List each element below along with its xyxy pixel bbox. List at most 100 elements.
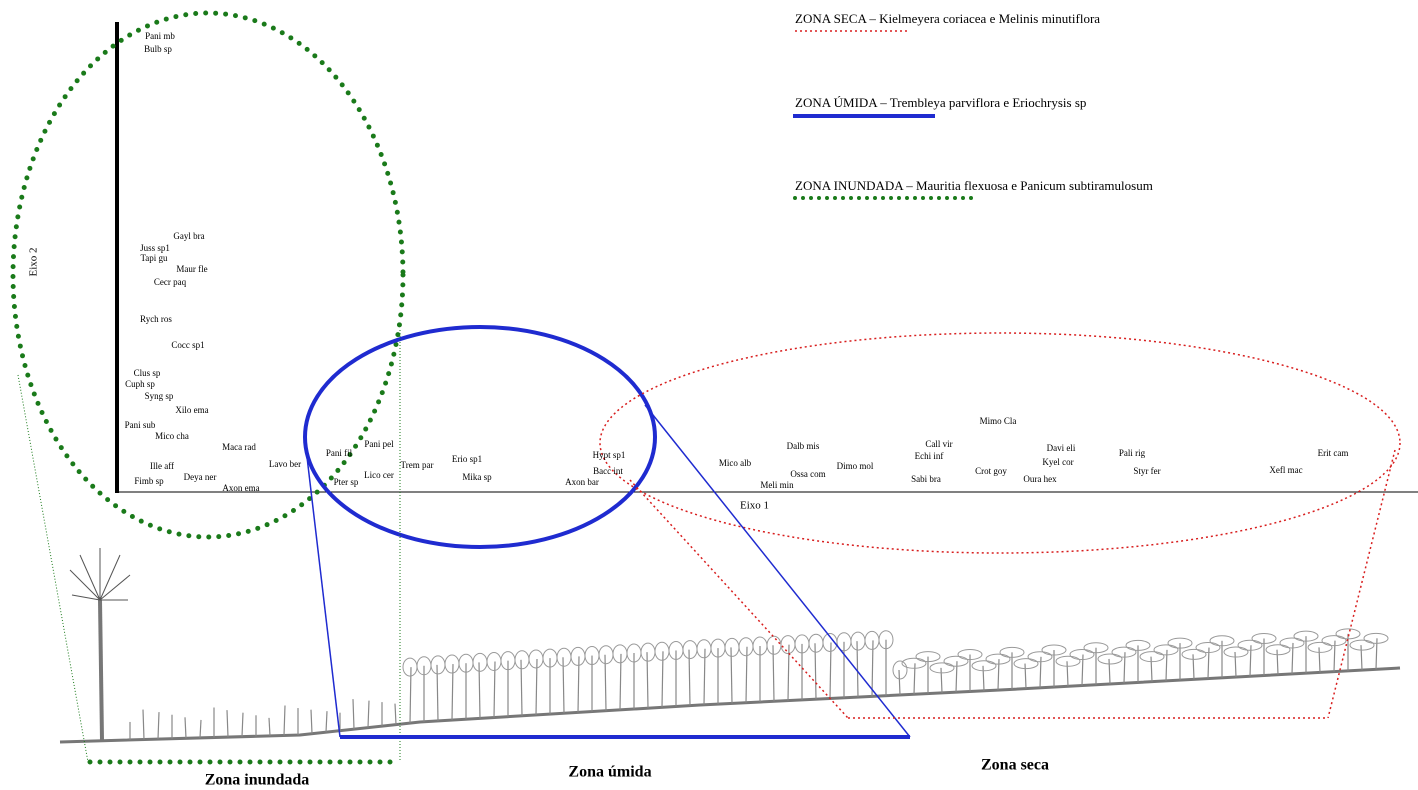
tree-crown: [1055, 655, 1081, 667]
tree-trunk: [142, 709, 145, 740]
species-label: Syng sp: [145, 391, 174, 401]
species-label: Bacc int: [593, 466, 623, 476]
legend-entry: ZONA ÚMIDA – Trembleya parviflora e Erio…: [795, 95, 1086, 110]
species-label: Hypt sp1: [593, 450, 626, 460]
tree-crown: [612, 644, 628, 664]
tree-trunk: [604, 654, 607, 711]
species-label: Oura hex: [1023, 474, 1057, 484]
tree-crown: [985, 653, 1011, 665]
species-label: Pali rig: [1119, 448, 1146, 458]
tree-crown: [1027, 651, 1053, 663]
palm-trunk: [98, 599, 104, 741]
tree-trunk: [409, 667, 412, 724]
species-label: Meli min: [760, 480, 794, 490]
species-label: Sabi bra: [911, 474, 941, 484]
species-label: Styr fer: [1133, 466, 1160, 476]
tree-crown: [640, 642, 656, 662]
tree-trunk: [283, 705, 286, 736]
tree-trunk: [535, 658, 538, 715]
tree-trunk: [268, 717, 271, 736]
tree-crown: [766, 635, 782, 655]
species-label: Trem par: [401, 460, 434, 470]
tree-trunk: [520, 659, 523, 716]
tree-crown: [444, 654, 460, 674]
tree-crown: [724, 637, 740, 657]
tree-crown: [1083, 642, 1109, 654]
species-label: Axon bar: [565, 477, 599, 487]
species-label: Cuph sp: [125, 379, 155, 389]
legend-text: – Mauritia flexuosa e Panicum subtiramul…: [903, 178, 1153, 193]
tree-trunk: [1234, 651, 1237, 678]
tree-crown: [598, 645, 614, 665]
legend-text: – Trembleya parviflora e Eriochrysis sp: [877, 95, 1086, 110]
tree-crown: [682, 640, 698, 660]
tree-crown: [1237, 639, 1263, 651]
tree-trunk: [352, 699, 355, 730]
tree-crown: [1209, 635, 1235, 647]
tree-trunk: [310, 709, 313, 734]
tree-crown: [1097, 653, 1123, 665]
tree-trunk: [619, 653, 622, 710]
tree-trunk: [940, 667, 943, 693]
tree-crown: [654, 641, 670, 661]
tree-crown: [1195, 642, 1221, 654]
tree-trunk: [1192, 654, 1195, 680]
tree-crown: [957, 649, 983, 660]
tree-trunk: [982, 665, 985, 691]
tree-trunk: [199, 719, 202, 738]
species-label: Pani mb: [145, 31, 175, 41]
zone-umida-projection: [304, 404, 911, 739]
tree-crown: [514, 650, 530, 670]
tree-crown: [892, 660, 908, 680]
tree-crown: [1013, 658, 1039, 670]
species-label: Erit cam: [1318, 448, 1349, 458]
species-label: Mika sp: [462, 472, 492, 482]
tree-trunk: [367, 700, 370, 728]
tree-trunk: [157, 712, 160, 740]
species-label: Cecr paq: [154, 277, 187, 287]
species-label: Mico alb: [719, 458, 752, 468]
species-label: Tapi gu: [140, 253, 168, 263]
legend-zone: ZONA ÚMIDA: [795, 95, 878, 110]
tree-crown: [1167, 637, 1193, 649]
tree-crown: [929, 662, 955, 674]
tree-trunk: [772, 645, 775, 702]
species-label: Pani fil: [326, 448, 353, 458]
tree-crown: [1069, 648, 1095, 660]
tree-crown: [1321, 635, 1347, 647]
species-label: Dalb mis: [787, 441, 820, 451]
tree-crown: [1335, 628, 1361, 640]
tree-crown: [1307, 641, 1333, 653]
legend-entry: ZONA INUNDADA – Mauritia flexuosa e Pani…: [795, 178, 1153, 193]
tree-crown: [1349, 639, 1375, 651]
tree-crown: [486, 652, 502, 672]
tree-trunk: [730, 647, 733, 704]
tree-trunk: [646, 652, 649, 709]
tree-crown: [1293, 630, 1319, 642]
tree-trunk: [1024, 663, 1027, 689]
zone-inundada-projection: [17, 330, 403, 765]
tree-trunk: [1360, 645, 1363, 671]
x-axis-label: Eixo 1: [740, 500, 769, 512]
tree-crown: [738, 637, 754, 657]
species-label: Call vir: [925, 439, 952, 449]
ground: [59, 666, 1401, 744]
tree-crown: [943, 655, 969, 667]
species-label: Pani pel: [364, 439, 394, 449]
tree-trunk: [394, 703, 397, 725]
species-label: Echi inf: [915, 451, 944, 461]
tree-trunk: [856, 641, 859, 698]
tree-trunk: [688, 649, 691, 706]
tree-trunk: [436, 664, 439, 721]
tree-crown: [570, 646, 586, 666]
species-label: Crot goy: [975, 466, 1007, 476]
tree-trunk: [1318, 647, 1321, 673]
tree-crown: [864, 630, 880, 650]
tree-crown: [780, 635, 796, 655]
vegetation: [59, 548, 1401, 744]
tree-trunk: [1108, 658, 1111, 684]
tree-crown: [901, 657, 927, 669]
zone-label: Zona inundada: [205, 772, 310, 789]
species-label: Maur fle: [176, 264, 207, 274]
tree-trunk: [661, 651, 664, 708]
